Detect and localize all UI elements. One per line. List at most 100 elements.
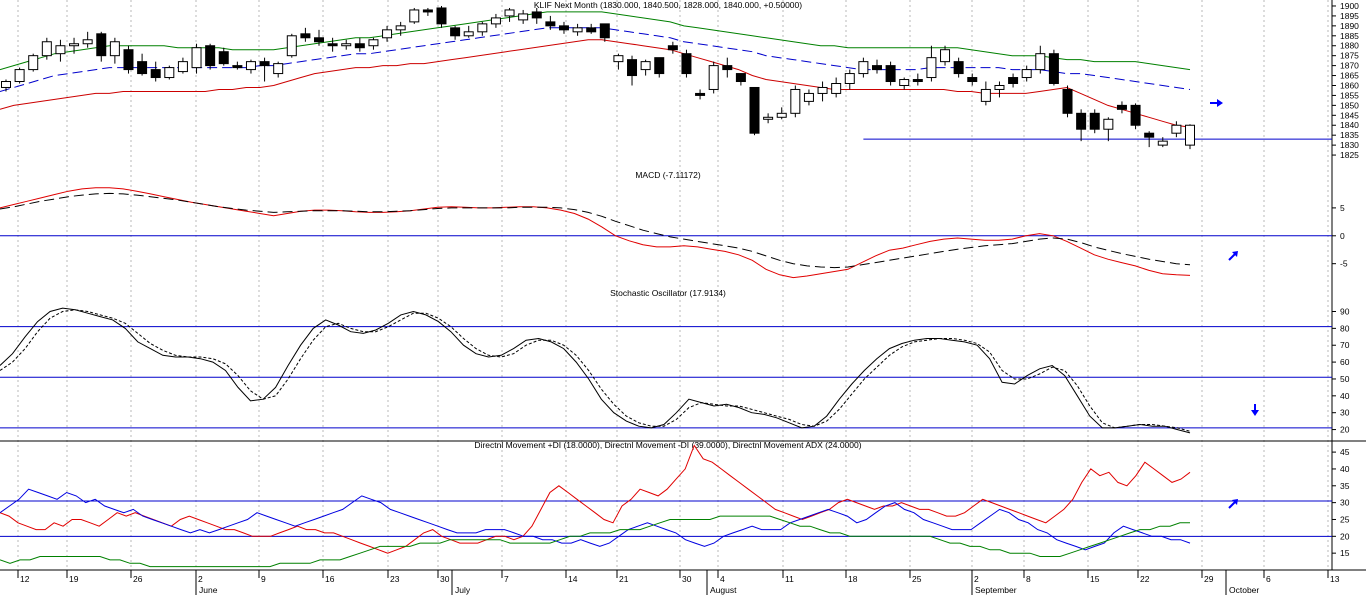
candle xyxy=(354,37,365,52)
candle xyxy=(599,23,610,42)
price-axis-tick-label: 1865 xyxy=(1340,71,1359,81)
di-minus-line xyxy=(0,488,1191,551)
x-axis-day-label: 6 xyxy=(1266,574,1271,584)
stochastic-trend-arrow-icon xyxy=(1251,404,1259,416)
candle-body xyxy=(41,41,52,57)
dmi-axis: 15 20 25 30 35 40 45 xyxy=(1332,447,1350,558)
x-axis-day-label: 2 xyxy=(974,574,979,584)
arrow-head xyxy=(1217,99,1223,107)
price-axis-tick-label: 1835 xyxy=(1340,130,1359,140)
stochastic-axis-tick-label: 80 xyxy=(1340,323,1350,333)
x-axis-day-label: 4 xyxy=(720,574,725,584)
candle-body xyxy=(55,45,66,55)
candle-body xyxy=(640,61,651,71)
candle xyxy=(586,23,597,34)
dmi-axis-tick-label: 25 xyxy=(1340,515,1350,525)
candle-body xyxy=(137,61,148,75)
candle xyxy=(572,23,583,36)
candle-body xyxy=(436,7,447,25)
candle-body xyxy=(286,35,297,57)
candle xyxy=(150,61,161,82)
grid-layer xyxy=(0,0,1366,571)
candle xyxy=(899,77,910,90)
candle xyxy=(1157,137,1168,148)
x-axis-month-label: October xyxy=(1229,585,1259,595)
candle xyxy=(490,13,501,28)
x-axis-day-label: 22 xyxy=(1140,574,1150,584)
candle xyxy=(831,77,842,98)
candle xyxy=(871,59,882,74)
price-axis-tick-label: 1880 xyxy=(1340,41,1359,51)
x-axis: 12 19 26 2 9 16 23 30 7 14 21 30 4 11 18 25 2 8 15 22 29 6 13J… xyxy=(17,570,1340,595)
candle-body xyxy=(749,86,760,134)
candle-body xyxy=(599,23,610,39)
candle-body xyxy=(1130,104,1141,126)
candle xyxy=(763,113,774,124)
candle-body xyxy=(504,9,515,17)
price-axis-tick-label: 1855 xyxy=(1340,90,1359,100)
x-axis-day-label: 30 xyxy=(440,574,450,584)
x-axis-day-label: 14 xyxy=(568,574,578,584)
candle-body xyxy=(14,69,25,83)
candle-body xyxy=(1035,53,1046,71)
candle xyxy=(96,31,107,62)
candle-body xyxy=(763,116,774,120)
candle-body xyxy=(980,88,991,102)
candle xyxy=(803,89,814,106)
dmi-axis-tick-label: 30 xyxy=(1340,498,1350,508)
x-axis-day-label: 2 xyxy=(198,574,203,584)
candle-body xyxy=(912,79,923,83)
x-axis-day-label: 12 xyxy=(20,574,30,584)
arrow-shaft xyxy=(1228,253,1236,261)
candle-body xyxy=(695,92,706,96)
dmi-axis-tick-label: 15 xyxy=(1340,548,1350,558)
candle xyxy=(504,7,515,22)
price-panel-title: KLIF Next Month (1830.000, 1840.500, 182… xyxy=(534,0,802,10)
arrow-head xyxy=(1251,410,1259,416)
candle-body xyxy=(409,9,420,23)
candle xyxy=(654,57,665,78)
price-axis-tick-label: 1875 xyxy=(1340,51,1359,61)
x-axis-day-label: 23 xyxy=(390,574,400,584)
candle xyxy=(1008,73,1019,88)
stochastic-axis: 20 30 40 50 60 70 80 90 xyxy=(1332,307,1350,435)
candle xyxy=(531,7,542,24)
candle-body xyxy=(218,51,229,65)
candle-body xyxy=(1144,132,1155,138)
candle xyxy=(1076,109,1087,142)
candle-body xyxy=(831,83,842,94)
macd-panel-title: MACD (-7.11172) xyxy=(635,170,701,180)
arrow-head xyxy=(1232,499,1238,505)
candle-body xyxy=(463,31,474,37)
candle xyxy=(994,81,1005,98)
stochastic-axis-tick-label: 50 xyxy=(1340,374,1350,384)
candle xyxy=(164,65,175,80)
price-axis-tick-label: 1830 xyxy=(1340,140,1359,150)
price-axis-tick-label: 1845 xyxy=(1340,110,1359,120)
candle xyxy=(69,37,80,54)
candle xyxy=(14,67,25,84)
candle xyxy=(640,59,651,76)
dmi-axis-tick-label: 20 xyxy=(1340,531,1350,541)
macd-axis-tick-label: -5 xyxy=(1340,259,1348,269)
candle xyxy=(1130,103,1141,130)
candle xyxy=(1144,131,1155,148)
stochastic-axis-tick-label: 40 xyxy=(1340,391,1350,401)
x-axis-month-label: September xyxy=(975,585,1017,595)
candle-body xyxy=(926,57,937,79)
candle xyxy=(708,61,719,94)
candle-body xyxy=(1048,53,1059,84)
candle xyxy=(41,37,52,60)
candle xyxy=(450,25,461,40)
candle-body xyxy=(1089,112,1100,130)
candle xyxy=(463,25,474,38)
candle xyxy=(1116,101,1127,114)
arrow-head xyxy=(1232,251,1238,257)
candle xyxy=(980,81,991,106)
candle xyxy=(1021,65,1032,82)
candle xyxy=(681,49,692,78)
candle xyxy=(395,21,406,36)
x-axis-day-label: 8 xyxy=(1026,574,1031,584)
candle-body xyxy=(722,65,733,71)
candle-body xyxy=(123,49,134,71)
